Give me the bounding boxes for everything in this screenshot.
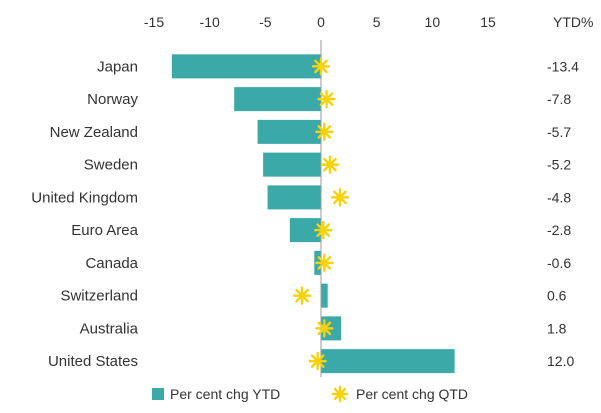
value-label-japan: -13.4 (547, 58, 579, 74)
category-label-new-zealand: New Zealand (50, 124, 138, 141)
qtd-star-united-states (308, 351, 327, 371)
value-label-sweden: -5.2 (547, 157, 571, 173)
legend-star-qtd-icon (331, 385, 349, 403)
x-tick-label: 10 (425, 14, 441, 30)
bar-japan (171, 54, 321, 79)
qtd-markers (292, 57, 350, 371)
qtd-star-sweden (320, 155, 340, 174)
category-label-canada: Canada (85, 255, 138, 272)
category-label-japan: Japan (97, 58, 138, 75)
x-tick-label: 5 (373, 14, 381, 30)
category-label-euro-area: Euro Area (71, 222, 138, 239)
bar-norway (234, 87, 321, 112)
value-label-australia: 1.8 (547, 320, 567, 336)
value-labels: YTD% -13.4 -7.8 -5.7 -5.2 -4.8 -2.8 -0.6 0.6 1.8 1… (547, 14, 593, 369)
value-label-united-kingdom: -4.8 (547, 189, 571, 205)
category-label-united-states: United States (48, 353, 138, 370)
value-label-euro-area: -2.8 (547, 222, 571, 238)
bar-united-kingdom (267, 185, 321, 210)
category-labels: Japan Norway New Zealand Sweden United Kingd… (31, 58, 138, 370)
qtd-star-euro-area (314, 220, 333, 240)
value-label-canada: -0.6 (547, 255, 571, 271)
value-column-header: YTD% (553, 14, 593, 30)
qtd-star-new-zealand (315, 122, 334, 142)
x-tick-label: 0 (317, 14, 325, 30)
legend-label-ytd: Per cent chg YTD (170, 386, 280, 402)
bar-new-zealand (257, 119, 321, 144)
bar-united-states (321, 349, 455, 374)
value-label-new-zealand: -5.7 (547, 124, 571, 140)
value-label-united-states: 12.0 (547, 353, 574, 369)
x-axis-ticks: -15 -10 -5 0 5 10 15 (144, 14, 496, 30)
qtd-star-switzerland (292, 286, 312, 305)
value-label-switzerland: 0.6 (547, 288, 567, 304)
category-label-switzerland: Switzerland (60, 288, 138, 305)
category-label-norway: Norway (87, 91, 138, 108)
qtd-star-canada (315, 253, 334, 273)
qtd-star-norway (317, 89, 336, 109)
value-label-norway: -7.8 (547, 91, 571, 107)
bar-switzerland (321, 283, 328, 308)
qtd-star-australia (315, 319, 334, 338)
qtd-star-united-kingdom (330, 188, 350, 207)
x-tick-label: -15 (144, 14, 164, 30)
bars (171, 54, 455, 374)
x-tick-label: -10 (200, 14, 220, 30)
legend: Per cent chg YTD Per cent chg QTD (152, 385, 468, 403)
qtd-star-japan (311, 57, 331, 76)
bar-sweden (263, 152, 321, 177)
legend-label-qtd: Per cent chg QTD (356, 386, 468, 402)
category-label-sweden: Sweden (84, 157, 138, 174)
category-label-united-kingdom: United Kingdom (31, 189, 138, 206)
legend-swatch-ytd (152, 388, 164, 400)
x-tick-label: -5 (259, 14, 272, 30)
category-label-australia: Australia (80, 320, 139, 337)
x-tick-label: 15 (480, 14, 496, 30)
